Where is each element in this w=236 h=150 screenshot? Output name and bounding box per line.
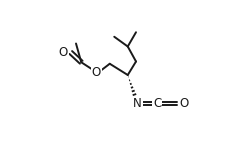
Text: O: O [92, 66, 101, 78]
Text: O: O [59, 46, 68, 59]
Text: O: O [179, 97, 188, 110]
Text: N: N [133, 97, 142, 110]
Text: C: C [153, 97, 161, 110]
